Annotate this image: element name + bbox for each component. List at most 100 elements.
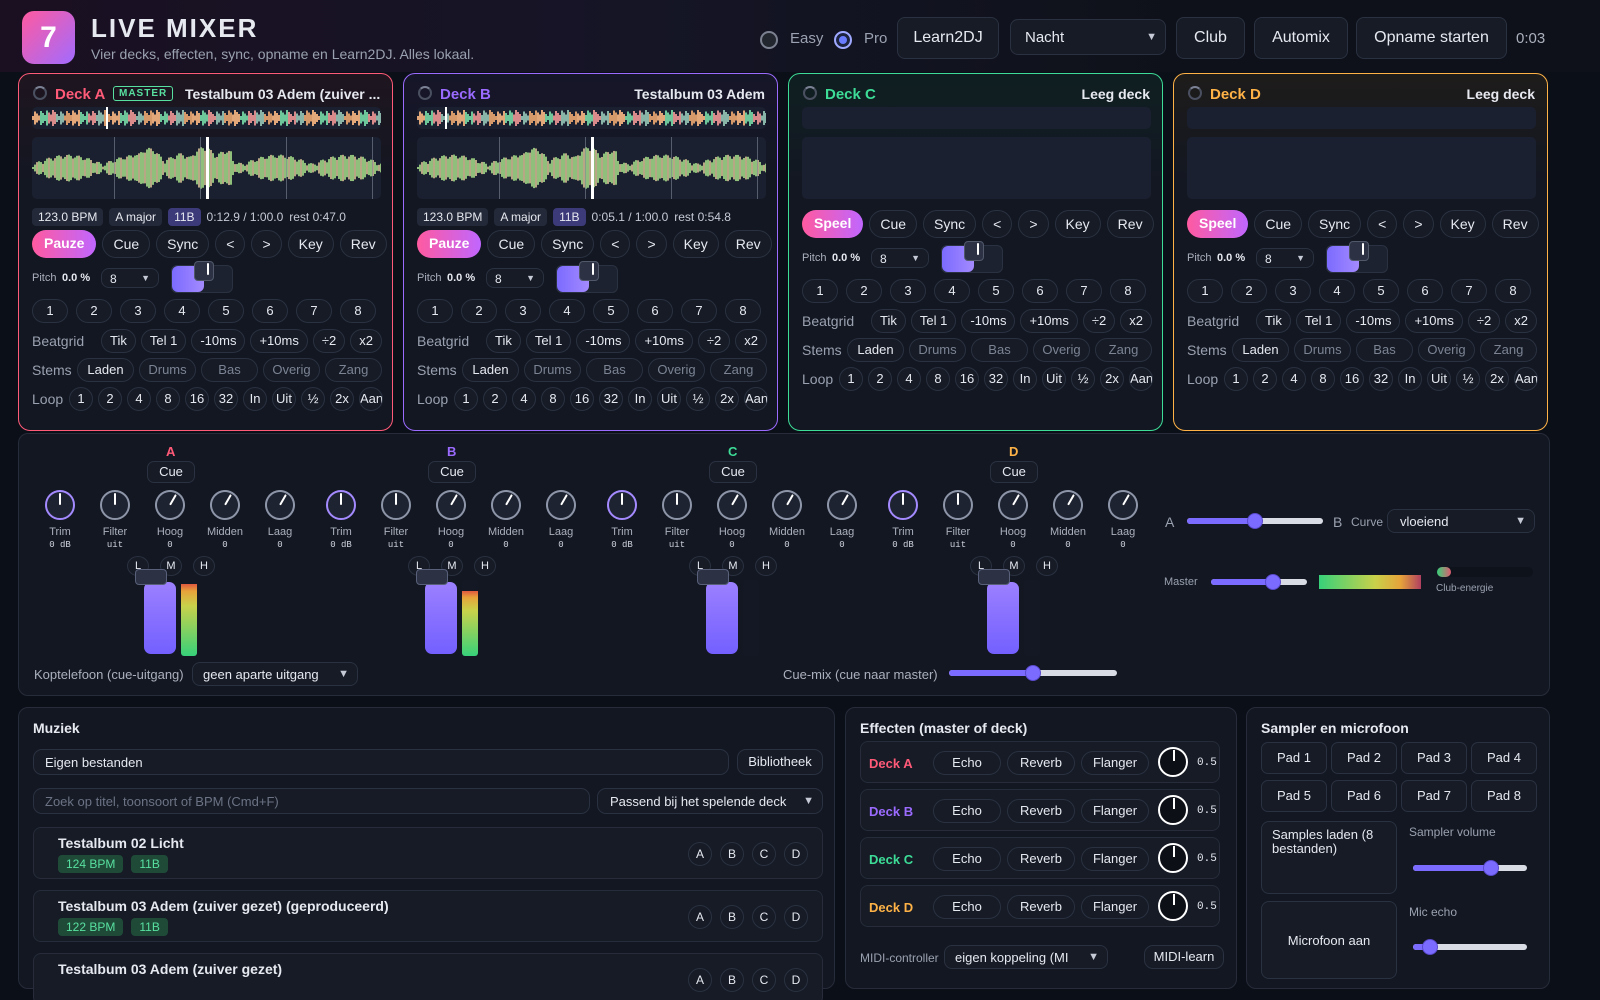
load-deck-d-button[interactable]: D	[784, 968, 808, 992]
stem-button[interactable]: Bas	[971, 338, 1028, 362]
eq-knob-filter[interactable]	[662, 490, 692, 520]
play-pause-button[interactable]: Pauze	[417, 230, 482, 258]
beats-select[interactable]: 8 ▼	[101, 268, 159, 288]
eq-knob-midden[interactable]	[485, 484, 527, 526]
eq-knob-filter[interactable]	[381, 490, 411, 520]
loop-button[interactable]: 2x	[330, 387, 354, 411]
transport-key-button[interactable]: Key	[287, 230, 334, 258]
fx-reverb-button[interactable]: Reverb	[1007, 751, 1075, 775]
loop-button[interactable]: In	[628, 387, 652, 411]
channel-cue-button[interactable]: Cue	[428, 461, 476, 483]
loop-button[interactable]: 1	[69, 387, 93, 411]
eq-knob-laag[interactable]	[821, 484, 863, 526]
beatgrid-button[interactable]: -10ms	[576, 329, 631, 353]
channel-fader[interactable]	[144, 582, 176, 654]
loop-button[interactable]: 8	[541, 387, 565, 411]
fader-handle[interactable]	[135, 569, 167, 585]
record-button[interactable]: Opname starten	[1356, 17, 1507, 59]
loop-button[interactable]: 32	[214, 387, 238, 411]
loop-button[interactable]: 2	[868, 367, 892, 391]
overview-waveform[interactable]	[417, 107, 766, 129]
eq-knob-trim[interactable]	[45, 490, 75, 520]
fx-echo-button[interactable]: Echo	[933, 799, 1001, 823]
hotcue-button[interactable]: 5	[593, 299, 629, 323]
hotcue-button[interactable]: 1	[32, 299, 68, 323]
beatgrid-button[interactable]: Tik	[871, 309, 906, 333]
load-deck-a-button[interactable]: A	[688, 842, 712, 866]
stem-button[interactable]: Laden	[77, 358, 134, 382]
source-select[interactable]: Eigen bestanden	[33, 749, 729, 775]
beatgrid-button[interactable]: ÷2	[697, 329, 731, 353]
loop-button[interactable]: In	[1013, 367, 1037, 391]
overview-waveform[interactable]	[1187, 107, 1536, 129]
overview-waveform[interactable]	[802, 107, 1151, 129]
beatgrid-button[interactable]: ÷2	[1082, 309, 1116, 333]
transport-sync-button[interactable]: Sync	[541, 230, 595, 258]
hotcue-button[interactable]: 4	[549, 299, 585, 323]
eq-knob-hoog[interactable]	[992, 484, 1034, 526]
hotcue-button[interactable]: 6	[637, 299, 673, 323]
beatgrid-button[interactable]: Tik	[101, 329, 136, 353]
mode-pro-radio[interactable]	[834, 31, 852, 49]
channel-cue-button[interactable]: Cue	[147, 461, 195, 483]
stem-button[interactable]: Overig	[263, 358, 320, 382]
match-filter-select[interactable]: Passend bij het spelende deck ▼	[597, 788, 823, 814]
transport-cue-button[interactable]: Cue	[1254, 210, 1303, 238]
hotcue-button[interactable]: 3	[505, 299, 541, 323]
eq-knob-trim[interactable]	[888, 490, 918, 520]
loop-button[interactable]: 32	[599, 387, 623, 411]
beatgrid-button[interactable]: +10ms	[1020, 309, 1078, 333]
master-volume-slider[interactable]	[1211, 574, 1307, 590]
song-row[interactable]: Testalbum 02 Licht 124 BPM 11B A B C D	[33, 827, 823, 879]
hotcue-button[interactable]: 2	[1231, 279, 1267, 303]
fx-echo-button[interactable]: Echo	[933, 847, 1001, 871]
loop-button[interactable]: ½	[1456, 367, 1480, 391]
hotcue-button[interactable]: 2	[846, 279, 882, 303]
library-button[interactable]: Bibliotheek	[737, 749, 823, 775]
load-deck-b-button[interactable]: B	[720, 842, 744, 866]
sampler-pad[interactable]: Pad 7	[1401, 780, 1467, 812]
eq-knob-midden[interactable]	[204, 484, 246, 526]
transport-rev-button[interactable]: Rev	[724, 230, 772, 258]
eq-knob-trim[interactable]	[326, 490, 356, 520]
hotcue-button[interactable]: 5	[978, 279, 1014, 303]
beatgrid-button[interactable]: Tel 1	[525, 329, 572, 353]
sampler-volume-slider[interactable]	[1413, 860, 1527, 876]
loop-button[interactable]: Aan	[359, 387, 383, 411]
hotcue-button[interactable]: 8	[1495, 279, 1531, 303]
fx-flanger-button[interactable]: Flanger	[1081, 847, 1149, 871]
hotcue-button[interactable]: 7	[1066, 279, 1102, 303]
eq-knob-midden[interactable]	[766, 484, 808, 526]
headphones-select[interactable]: geen aparte uitgang ▼	[192, 662, 358, 686]
transport-prev-button[interactable]: <	[982, 210, 1013, 238]
transport-prev-button[interactable]: <	[215, 230, 246, 258]
stem-button[interactable]: Laden	[847, 338, 904, 362]
eq-knob-midden[interactable]	[1047, 484, 1089, 526]
beatgrid-button[interactable]: x2	[1120, 309, 1152, 333]
main-waveform[interactable]	[32, 137, 381, 199]
load-deck-d-button[interactable]: D	[784, 905, 808, 929]
loop-button[interactable]: 2	[483, 387, 507, 411]
beatgrid-button[interactable]: Tel 1	[910, 309, 957, 333]
transport-sync-button[interactable]: Sync	[156, 230, 210, 258]
sampler-pad[interactable]: Pad 4	[1471, 742, 1537, 774]
stem-button[interactable]: Laden	[1232, 338, 1289, 362]
fx-flanger-button[interactable]: Flanger	[1081, 751, 1149, 775]
fx-amount-knob[interactable]	[1158, 843, 1188, 873]
loop-button[interactable]: 4	[127, 387, 151, 411]
lmh-h-button[interactable]: H	[1036, 556, 1058, 576]
curve-select[interactable]: vloeiend ▼	[1387, 509, 1535, 533]
eq-knob-hoog[interactable]	[711, 484, 753, 526]
eq-knob-hoog[interactable]	[149, 484, 191, 526]
transport-cue-button[interactable]: Cue	[869, 210, 918, 238]
fx-reverb-button[interactable]: Reverb	[1007, 847, 1075, 871]
loop-button[interactable]: Uit	[657, 387, 681, 411]
load-deck-c-button[interactable]: C	[752, 842, 776, 866]
beatgrid-button[interactable]: +10ms	[1405, 309, 1463, 333]
stem-button[interactable]: Bas	[1356, 338, 1413, 362]
fx-amount-knob[interactable]	[1158, 747, 1188, 777]
beatgrid-button[interactable]: Tik	[486, 329, 521, 353]
channel-cue-button[interactable]: Cue	[990, 461, 1038, 483]
loop-button[interactable]: Aan	[1514, 367, 1538, 391]
transport-prev-button[interactable]: <	[1367, 210, 1398, 238]
